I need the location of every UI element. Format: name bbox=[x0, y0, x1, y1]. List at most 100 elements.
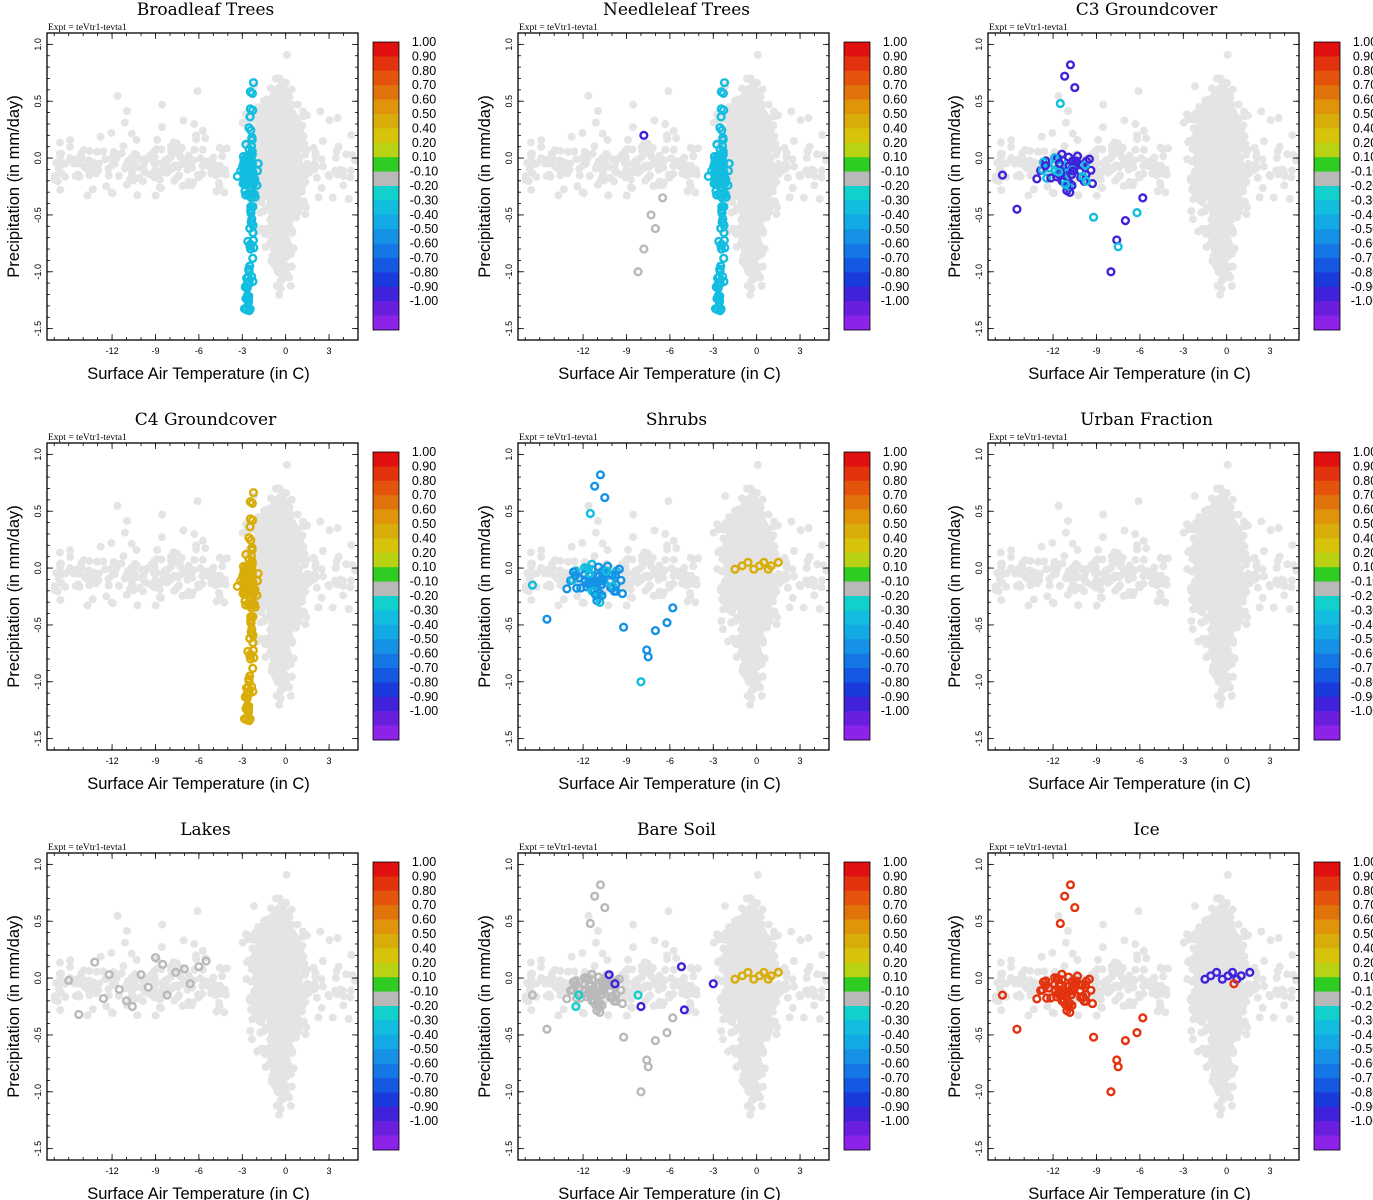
colorbar: 1.000.900.800.700.600.500.400.200.10-0.1… bbox=[843, 35, 910, 331]
axis-ticks bbox=[47, 32, 359, 341]
data-point bbox=[1266, 116, 1275, 125]
data-point bbox=[83, 191, 92, 200]
colorbar-swatch bbox=[844, 171, 870, 187]
data-point bbox=[764, 100, 773, 109]
colorbar-label: -0.10 bbox=[410, 165, 439, 179]
data-point bbox=[753, 50, 762, 59]
colorbar-swatch bbox=[373, 243, 399, 259]
data-point bbox=[757, 281, 766, 290]
data-point bbox=[61, 172, 70, 181]
y-tick-label: 0.0 bbox=[33, 152, 43, 165]
data-point bbox=[743, 281, 752, 290]
data-point bbox=[1113, 242, 1123, 252]
data-point bbox=[1102, 156, 1111, 165]
data-point bbox=[804, 114, 813, 123]
data-point bbox=[318, 137, 327, 146]
colorbar-label: -0.60 bbox=[1351, 237, 1373, 251]
data-point bbox=[1223, 176, 1232, 185]
data-point bbox=[689, 152, 698, 161]
colorbar-swatch bbox=[844, 272, 870, 288]
data-point bbox=[137, 155, 146, 164]
y-axis-label: Precipitation (in mm/day) bbox=[5, 95, 23, 277]
data-point bbox=[1068, 129, 1077, 138]
colorbar-swatch bbox=[373, 286, 399, 302]
data-point bbox=[161, 156, 170, 165]
x-tick-label: -9 bbox=[622, 346, 630, 356]
data-point bbox=[813, 150, 822, 159]
data-point bbox=[183, 165, 192, 174]
data-point bbox=[274, 189, 283, 198]
data-point bbox=[157, 145, 166, 154]
experiment-label: Expt = teVtr1-tevta1 bbox=[48, 23, 127, 33]
data-point bbox=[1016, 172, 1025, 181]
data-point bbox=[319, 162, 328, 171]
data-point bbox=[650, 116, 659, 125]
data-point bbox=[66, 154, 75, 163]
data-point bbox=[1235, 159, 1244, 168]
colorbar-label: 0.10 bbox=[1353, 150, 1373, 164]
data-point bbox=[734, 141, 743, 150]
data-point bbox=[113, 91, 122, 100]
data-point bbox=[325, 116, 334, 125]
data-point bbox=[735, 177, 744, 186]
data-point bbox=[1099, 100, 1108, 109]
data-point bbox=[1215, 126, 1224, 135]
data-point bbox=[745, 145, 754, 154]
data-point bbox=[584, 91, 593, 100]
colorbar-swatch bbox=[1314, 214, 1340, 230]
x-tick-label: -12 bbox=[577, 346, 590, 356]
x-tick-label: -9 bbox=[151, 346, 159, 356]
data-point bbox=[86, 167, 95, 176]
data-point bbox=[298, 181, 307, 190]
data-point bbox=[1070, 82, 1080, 93]
data-point bbox=[738, 228, 747, 237]
data-point bbox=[1138, 193, 1148, 203]
data-point bbox=[809, 166, 818, 175]
data-point bbox=[1234, 135, 1243, 144]
data-point bbox=[55, 149, 64, 158]
data-point bbox=[996, 149, 1005, 158]
data-point bbox=[294, 159, 303, 168]
data-point bbox=[600, 176, 609, 185]
colorbar-label: 0.20 bbox=[412, 136, 436, 150]
data-point bbox=[685, 178, 694, 187]
data-point bbox=[1209, 208, 1218, 217]
data-point bbox=[248, 78, 259, 88]
experiment-label: Expt = teVtr1-tevta1 bbox=[519, 23, 598, 33]
colorbar-swatch bbox=[373, 99, 399, 115]
data-point bbox=[282, 176, 291, 185]
data-point bbox=[196, 154, 205, 163]
data-point bbox=[114, 171, 123, 180]
data-point bbox=[753, 176, 762, 185]
colorbar-label: 0.10 bbox=[412, 150, 436, 164]
data-point bbox=[1269, 193, 1278, 202]
data-point bbox=[1241, 167, 1250, 176]
data-point bbox=[741, 88, 750, 97]
data-point bbox=[277, 167, 286, 176]
data-point bbox=[810, 181, 819, 190]
colorbar-swatch bbox=[373, 171, 399, 187]
data-point bbox=[1227, 281, 1236, 290]
data-point bbox=[1152, 167, 1161, 176]
data-point bbox=[316, 107, 325, 116]
data-point bbox=[138, 177, 147, 186]
colorbar-swatch bbox=[1314, 243, 1340, 259]
data-point bbox=[1227, 249, 1236, 258]
data-point bbox=[267, 222, 276, 231]
data-point bbox=[703, 171, 713, 181]
data-point bbox=[672, 134, 681, 143]
data-point bbox=[1258, 183, 1267, 192]
data-point bbox=[628, 145, 637, 154]
data-point bbox=[107, 128, 116, 137]
data-point bbox=[104, 171, 113, 180]
data-point bbox=[238, 159, 249, 169]
panel-title: Broadleaf Trees bbox=[137, 0, 275, 20]
y-tick-label: 1.0 bbox=[974, 38, 984, 51]
data-point bbox=[1111, 176, 1120, 185]
data-point bbox=[263, 141, 272, 150]
colorbar-swatch bbox=[844, 200, 870, 216]
data-point bbox=[771, 139, 780, 148]
colorbar-label: -0.20 bbox=[881, 179, 910, 193]
data-point bbox=[328, 193, 337, 202]
data-point bbox=[796, 116, 805, 125]
